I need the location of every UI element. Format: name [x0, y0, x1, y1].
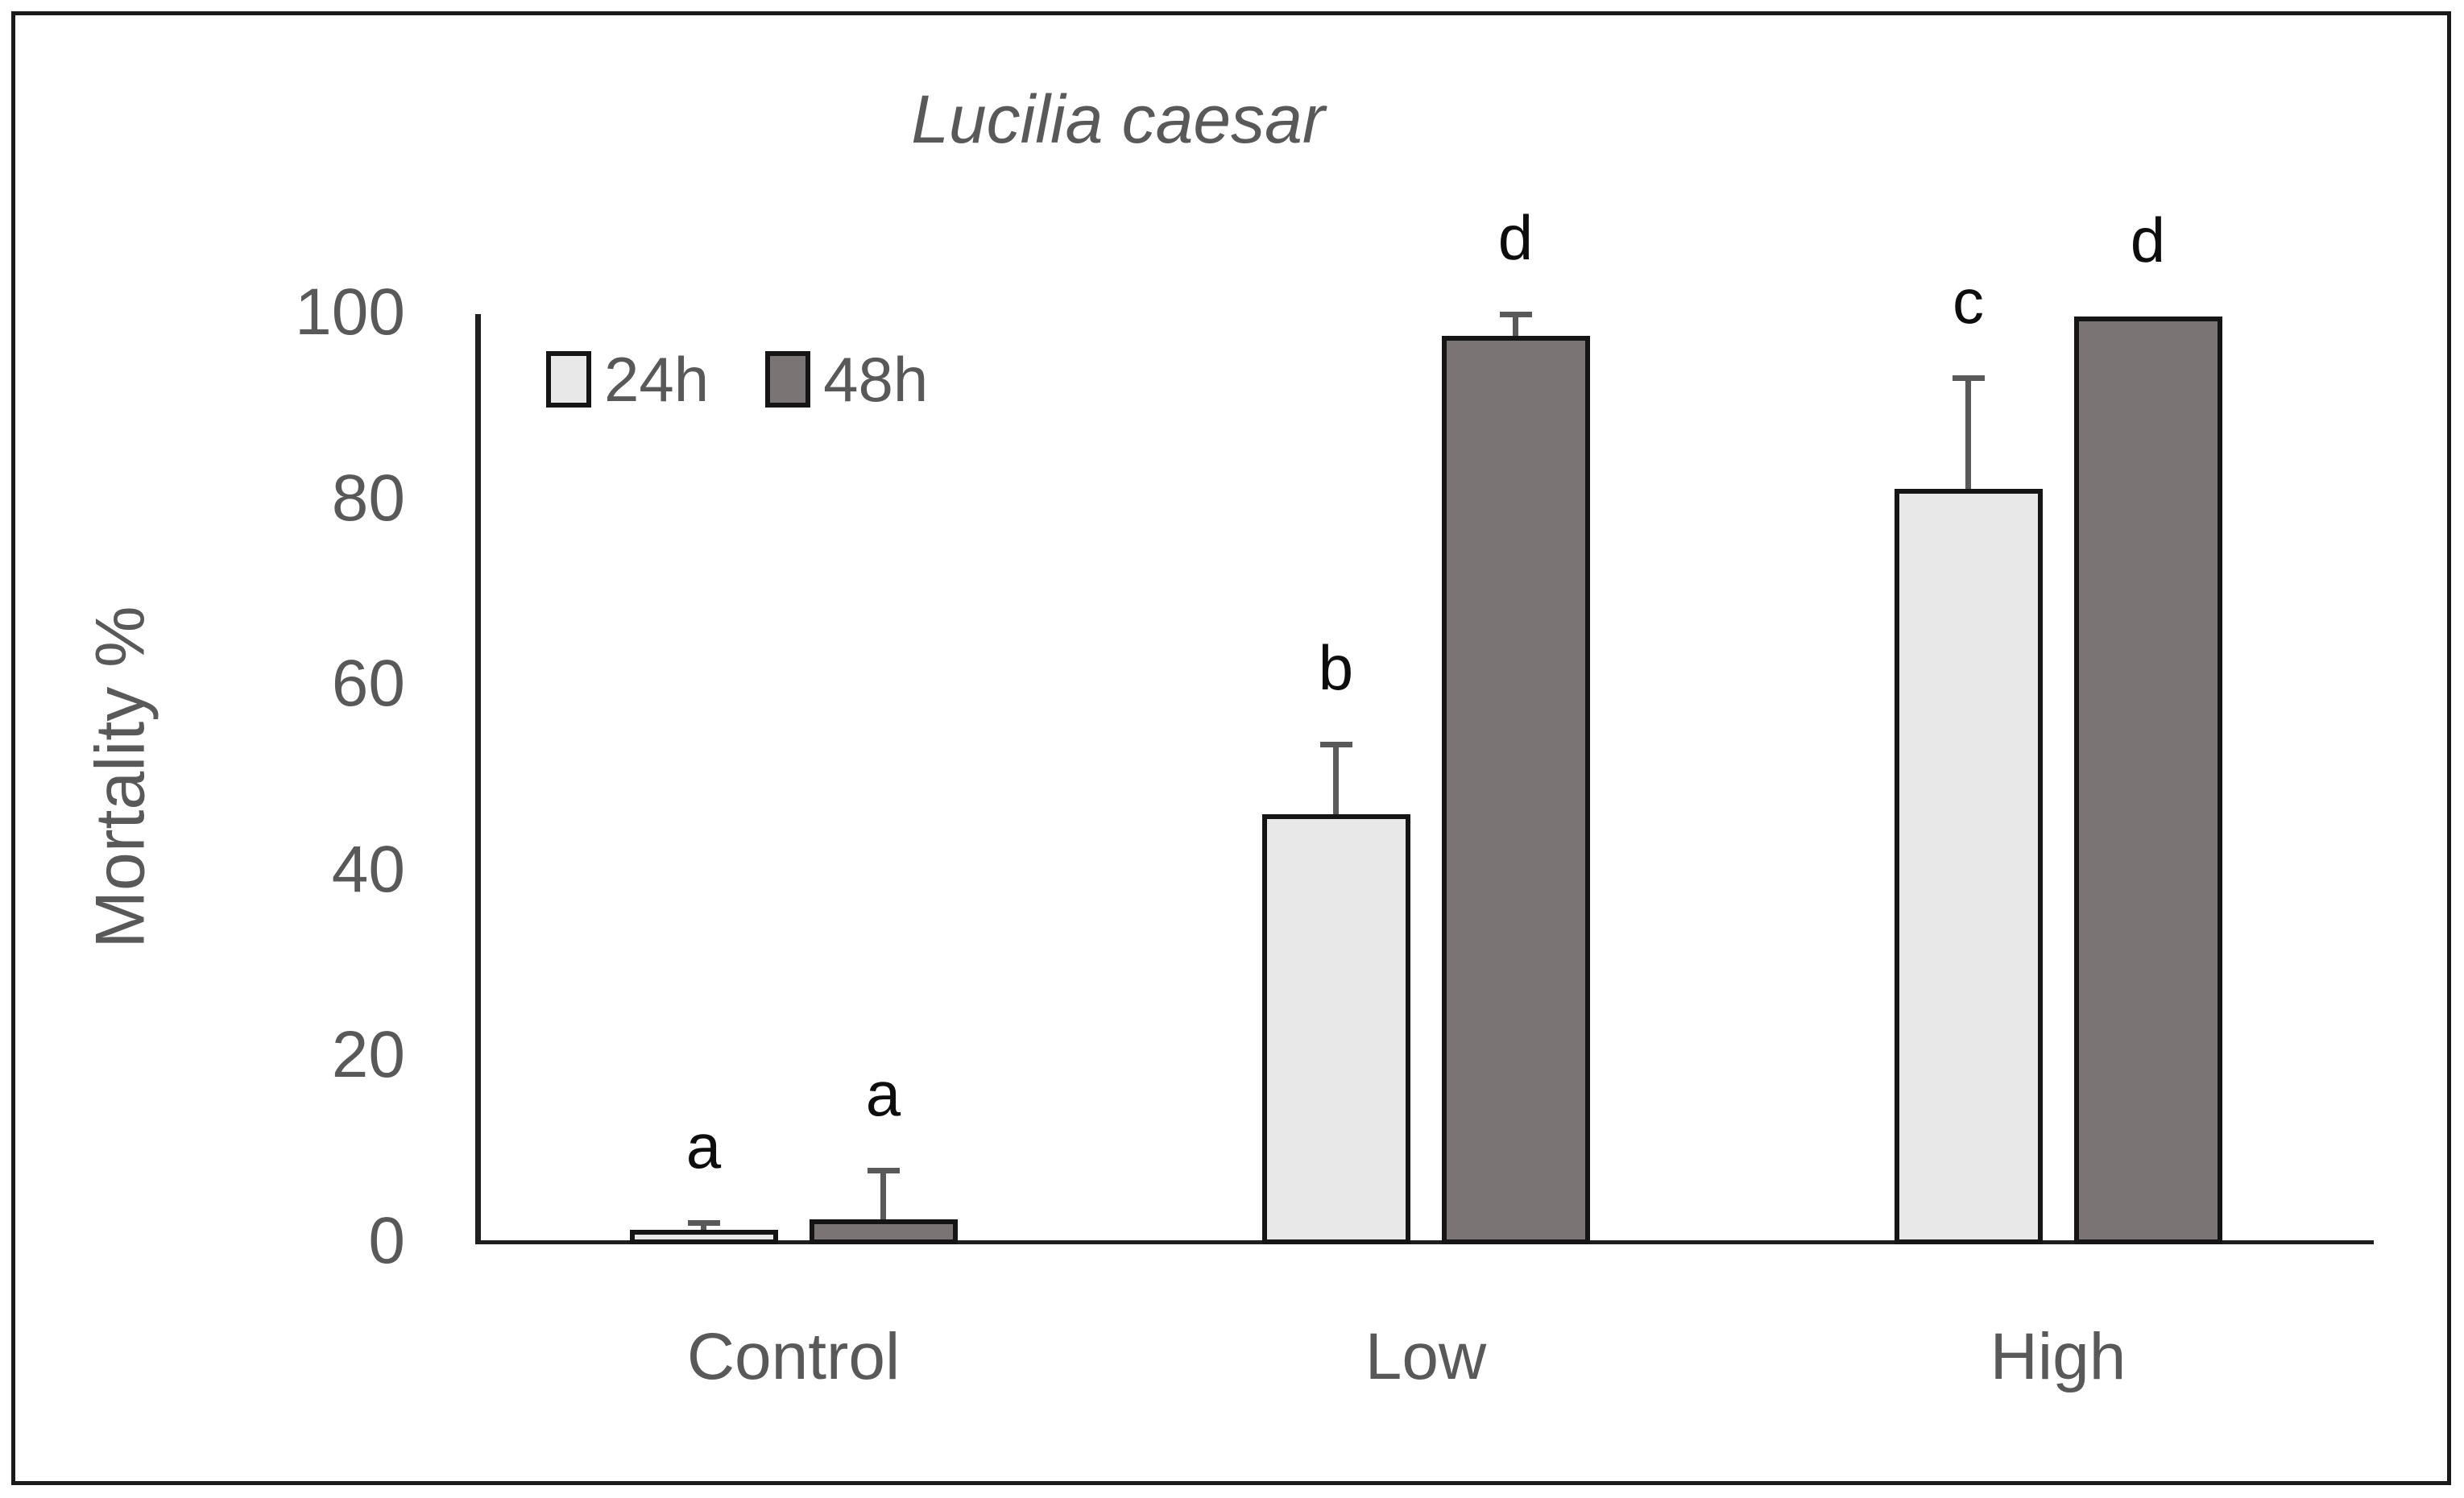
y-tick-label-0: 0 [368, 1204, 405, 1277]
chart-title: Lucilia caesar [911, 81, 1325, 157]
error-bar-cap-high-24h [1952, 374, 1985, 381]
sig-letter-control-24h: a [685, 1110, 722, 1181]
figure-border [11, 11, 2451, 1485]
category-label-high: High [1990, 1320, 2126, 1393]
sig-letter-high-48h: d [2130, 204, 2166, 275]
error-bar-high-24h [1965, 377, 1971, 490]
error-bar-control-48h [880, 1170, 886, 1220]
legend-label-24h: 24h [604, 344, 710, 415]
error-bar-control-24h [701, 1222, 706, 1231]
bar-low-48h [1441, 335, 1590, 1244]
sig-letter-high-24h: c [1953, 265, 1984, 337]
bar-control-48h [809, 1219, 958, 1244]
error-bar-cap-control-48h [867, 1168, 900, 1174]
error-bar-low-24h [1333, 744, 1339, 814]
bar-high-48h [2073, 316, 2222, 1244]
y-tick-label-60: 60 [331, 647, 405, 721]
error-bar-cap-low-48h [1499, 312, 1532, 318]
sig-letter-control-48h: a [865, 1058, 901, 1130]
y-tick-label-80: 80 [331, 461, 405, 535]
category-label-low: Low [1365, 1320, 1487, 1393]
legend: 24h 48h [546, 344, 929, 415]
error-bar-cap-control-24h [687, 1219, 720, 1226]
legend-swatch-48h [765, 351, 811, 408]
legend-label-48h: 48h [823, 344, 929, 415]
bar-low-24h [1261, 813, 1410, 1244]
category-label-control: Control [686, 1320, 901, 1393]
y-tick-label-20: 20 [331, 1018, 405, 1092]
sig-letter-low-48h: d [1497, 202, 1534, 274]
y-tick-label-40: 40 [331, 832, 405, 906]
y-axis-title: Mortality % [81, 606, 159, 949]
legend-swatch-24h [546, 351, 591, 408]
sig-letter-low-24h: b [1318, 632, 1354, 704]
y-axis-line [475, 314, 481, 1244]
bar-high-24h [1894, 489, 2043, 1244]
error-bar-low-48h [1513, 314, 1518, 336]
error-bar-cap-low-24h [1319, 742, 1352, 748]
y-tick-label-100: 100 [295, 275, 405, 349]
bar-control-24h [629, 1230, 778, 1244]
x-axis-line [475, 1240, 2374, 1244]
